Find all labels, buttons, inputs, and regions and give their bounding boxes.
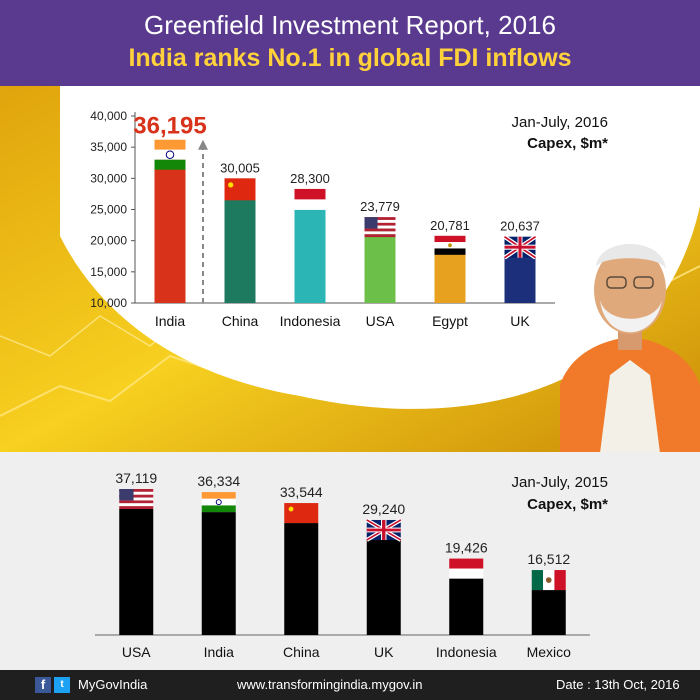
flag-usa-icon bbox=[119, 489, 154, 509]
category-label-uk: UK bbox=[374, 644, 394, 660]
category-label-indonesia: Indonesia bbox=[280, 313, 341, 329]
chart-2015-panel: 37,119 36,334 33,544 29,240 19,426 16,512 USA… bbox=[0, 452, 700, 670]
value-labels: 36,195 30,005 28,300 23,779 20,781 20,637 bbox=[133, 113, 540, 234]
y-tick-label: 20,000 bbox=[90, 234, 127, 248]
y-axis: 10,000 15,000 20,000 25,000 30,000 35,000 40,0… bbox=[90, 109, 555, 310]
website-link[interactable]: www.transformingindia.mygov.in bbox=[237, 677, 423, 692]
header-banner: Greenfield Investment Report, 2016 India… bbox=[0, 0, 700, 86]
bars bbox=[154, 139, 537, 303]
twitter-icon[interactable]: t bbox=[54, 677, 70, 693]
value-label-indonesia: 28,300 bbox=[290, 171, 330, 186]
arrow-up-icon bbox=[198, 139, 208, 150]
value-label-uk: 20,637 bbox=[500, 219, 540, 234]
category-labels: India China Indonesia USA Egypt UK bbox=[155, 313, 531, 329]
y-tick-label: 30,000 bbox=[90, 171, 127, 185]
flag-india-icon bbox=[154, 139, 186, 170]
value-label-china: 33,544 bbox=[280, 484, 323, 500]
value-label-india: 36,334 bbox=[197, 473, 240, 489]
value-label-mexico: 16,512 bbox=[527, 551, 570, 567]
value-label-uk: 29,240 bbox=[362, 501, 405, 517]
category-label-indonesia: Indonesia bbox=[436, 644, 497, 660]
bars bbox=[95, 489, 590, 636]
value-label-usa: 37,119 bbox=[115, 470, 157, 486]
y-tick-label: 10,000 bbox=[90, 296, 127, 310]
person-photo bbox=[560, 244, 700, 453]
category-label-china: China bbox=[222, 313, 259, 329]
bar-uk bbox=[366, 539, 401, 635]
social-handle[interactable]: MyGovIndia bbox=[78, 677, 148, 692]
value-label-india: 36,195 bbox=[133, 113, 206, 140]
facebook-icon[interactable]: f bbox=[35, 677, 51, 693]
y-tick-label: 15,000 bbox=[90, 265, 127, 279]
flag-indonesia-icon bbox=[449, 558, 484, 579]
value-label-china: 30,005 bbox=[220, 160, 260, 175]
value-label-usa: 23,779 bbox=[360, 199, 400, 214]
flag-mexico-icon bbox=[531, 570, 566, 591]
flag-uk-icon bbox=[365, 518, 402, 542]
bar-indonesia bbox=[449, 578, 484, 635]
flag-india-icon bbox=[201, 492, 236, 513]
flag-uk-icon bbox=[503, 234, 537, 260]
flag-indonesia-icon bbox=[294, 188, 326, 210]
bar-indonesia bbox=[294, 199, 326, 303]
chart-2015: 37,119 36,334 33,544 29,240 19,426 16,512 USA… bbox=[95, 470, 590, 660]
page-title: Greenfield Investment Report, 2016 bbox=[144, 10, 556, 40]
category-label-india: India bbox=[155, 313, 186, 329]
bar-india bbox=[201, 512, 236, 635]
footer: f t MyGovIndia www.transformingindia.myg… bbox=[0, 670, 700, 700]
bar-india bbox=[154, 159, 186, 303]
bar-china bbox=[284, 523, 319, 635]
category-label-china: China bbox=[283, 644, 320, 660]
value-labels: 37,119 36,334 33,544 29,240 19,426 16,512 bbox=[115, 470, 570, 567]
value-label-indonesia: 19,426 bbox=[445, 540, 488, 556]
flag-egypt-icon bbox=[434, 235, 466, 255]
y-tick-label: 25,000 bbox=[90, 203, 127, 217]
flag-china-icon bbox=[224, 178, 256, 201]
category-labels: USA India China UK Indonesia Mexico bbox=[122, 644, 571, 660]
report-date: Date : 13th Oct, 2016 bbox=[556, 677, 680, 692]
note-unit-2015: Capex, $m* bbox=[527, 496, 608, 513]
page-subtitle: India ranks No.1 in global FDI inflows bbox=[128, 44, 572, 72]
bar-usa bbox=[364, 227, 396, 303]
note-unit-2016: Capex, $m* bbox=[527, 135, 608, 152]
flag-usa-icon bbox=[364, 217, 396, 238]
bar-mexico bbox=[531, 590, 566, 635]
chart-2016: 10,000 15,000 20,000 25,000 30,000 35,000 40,0… bbox=[90, 109, 555, 329]
category-label-india: India bbox=[204, 644, 235, 660]
note-period-2015: Jan-July, 2015 bbox=[511, 474, 608, 491]
y-tick-label: 40,000 bbox=[90, 109, 127, 123]
category-label-mexico: Mexico bbox=[527, 644, 572, 660]
y-tick-label: 35,000 bbox=[90, 140, 127, 154]
category-label-uk: UK bbox=[510, 313, 530, 329]
flag-china-icon bbox=[284, 503, 319, 524]
category-label-usa: USA bbox=[122, 644, 151, 660]
bar-china bbox=[224, 190, 256, 303]
category-label-usa: USA bbox=[366, 313, 395, 329]
note-period-2016: Jan-July, 2016 bbox=[511, 114, 608, 131]
value-label-egypt: 20,781 bbox=[430, 218, 470, 233]
bar-usa bbox=[119, 509, 154, 635]
category-label-egypt: Egypt bbox=[432, 313, 468, 329]
